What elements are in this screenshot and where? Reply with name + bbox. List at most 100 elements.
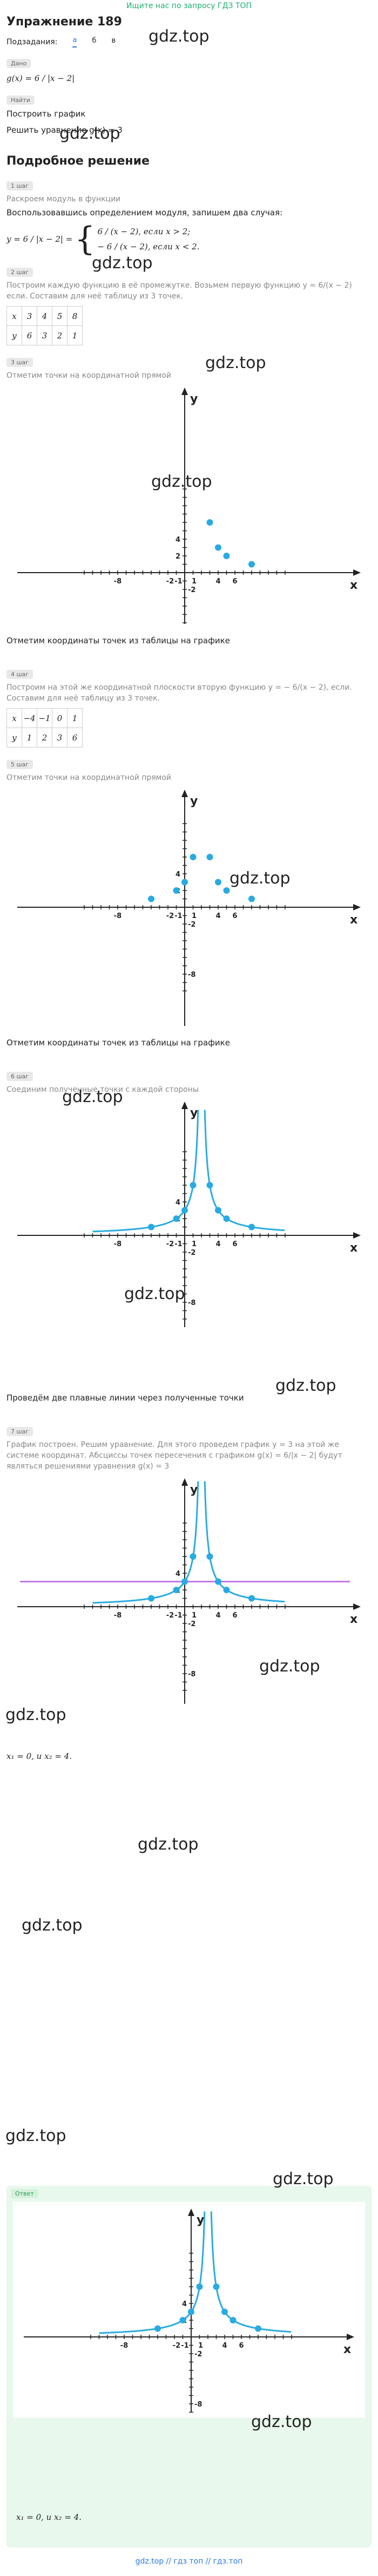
x-tick-label: 6	[232, 912, 237, 920]
table-cell: 2	[52, 325, 68, 345]
step1-case-1: 6 / (x − 2), если x > 2;	[97, 227, 191, 236]
tab-v[interactable]: в	[111, 37, 116, 45]
x-tick-label: 1	[192, 1612, 197, 1620]
watermark: gdz.top	[205, 354, 266, 372]
x-axis-label: x	[350, 579, 357, 592]
x-tick-label: 4	[215, 1240, 220, 1248]
data-point	[206, 854, 213, 860]
x-tick-label: -1	[181, 2342, 188, 2350]
graph2-caption: Отметим координаты точек из таблицы на г…	[6, 1038, 230, 1048]
page-title: Упражнение 189	[6, 15, 122, 29]
x-tick-label: 6	[239, 2342, 244, 2350]
x-tick-label: -1	[174, 1612, 182, 1620]
data-point	[148, 895, 154, 902]
roots-line: x₁ = 0, и x₂ = 4.	[6, 1751, 72, 1761]
top-banner[interactable]: Ищите нас по запросу ГДЗ ТОП	[126, 2, 252, 10]
data-point	[223, 1587, 230, 1593]
find-item-2: Решить уравнение g(x) = 3	[6, 125, 123, 135]
y-axis-label: y	[190, 1483, 198, 1497]
data-point	[181, 1207, 188, 1214]
data-point	[215, 879, 221, 886]
watermark: gdz.top	[62, 1088, 123, 1106]
x-axis-arrow-icon	[353, 904, 361, 910]
data-point	[248, 895, 255, 902]
x-tick-label: -2	[166, 577, 174, 586]
y-tick-label: -2	[188, 1249, 195, 1257]
data-point	[206, 519, 213, 526]
x-tick-label: -1	[174, 1240, 182, 1248]
data-point	[223, 1215, 230, 1222]
y-tick-label: -8	[194, 2401, 202, 2409]
step1-formula-left: y = 6 / |x − 2| =	[6, 234, 73, 244]
x-tick-label: -2	[166, 1240, 174, 1248]
table-row: x −4 −1 0 1	[6, 708, 83, 728]
data-point	[215, 544, 221, 551]
subtasks-bar: Подзадания: а б в	[6, 36, 372, 47]
step2-chip: 2 шаг	[6, 268, 33, 277]
data-point	[190, 854, 197, 860]
tab-a[interactable]: а	[72, 36, 77, 47]
tab-b[interactable]: б	[92, 37, 97, 45]
x-axis-arrow-icon	[347, 2334, 354, 2340]
watermark: gdz.top	[5, 2126, 66, 2145]
table-cell: 5	[52, 306, 68, 326]
data-point	[173, 1215, 180, 1222]
data-point	[154, 2325, 161, 2332]
y-axis-arrow-icon	[181, 388, 188, 395]
watermark: gdz.top	[5, 1705, 66, 1724]
data-point	[188, 2308, 194, 2315]
x-tick-label: -1	[174, 577, 182, 586]
watermark: gdz.top	[251, 2412, 312, 2431]
table-cell: 1	[67, 708, 83, 728]
y-axis-arrow-icon	[181, 1478, 188, 1486]
y-tick-label: 2	[176, 553, 180, 561]
step3-hint: Отметим точки на координатной прямой	[6, 371, 171, 380]
table-cell: 8	[67, 306, 83, 326]
data-point	[215, 1578, 221, 1585]
table-cell: y	[6, 325, 22, 345]
data-point	[206, 1553, 213, 1560]
step6-hint: Соединим полученные точки с каждой сторо…	[6, 1085, 199, 1094]
data-point	[215, 1207, 221, 1214]
table-cell: 2	[37, 728, 52, 747]
step1-hint: Раскроем модуль в функции	[6, 195, 121, 203]
watermark: gdz.top	[124, 1284, 185, 1303]
watermark: gdz.top	[230, 869, 291, 888]
data-point	[221, 2308, 228, 2315]
table-cell: 3	[22, 306, 37, 326]
step7-hint: График построен. Решим уравнение. Для эт…	[6, 1440, 342, 1471]
y-tick-label: 4	[176, 536, 180, 544]
watermark: gdz.top	[259, 1657, 320, 1676]
data-point	[248, 1595, 255, 1602]
watermark: gdz.top	[59, 124, 120, 143]
x-tick-label: 4	[222, 2342, 227, 2350]
x-tick-label: 4	[215, 1612, 220, 1620]
y-axis-label: y	[190, 794, 198, 808]
x-tick-label: -2	[166, 1612, 174, 1620]
step7-chip: 7 шаг	[6, 1427, 33, 1436]
table-cell: 4	[37, 306, 52, 326]
x-tick-label: -8	[114, 1240, 122, 1248]
footer-links[interactable]: gdz.top // гдз топ // гдз.топ	[135, 2557, 243, 2566]
y-tick-label: -8	[188, 1299, 195, 1307]
watermark: gdz.top	[22, 1916, 83, 1935]
table-row: y 1 2 3 6	[6, 728, 83, 747]
y-tick-label: 4	[176, 1570, 180, 1578]
x-tick-label: 1	[192, 1240, 197, 1248]
answer-roots: x₁ = 0, и x₂ = 4.	[16, 2512, 82, 2522]
find-item-1: Построить график	[6, 109, 86, 119]
table-cell: 3	[52, 728, 68, 747]
x-tick-label: 4	[215, 912, 220, 920]
step4-chip: 4 шаг	[6, 670, 33, 679]
table-cell: 1	[22, 728, 37, 747]
x-tick-label: 6	[232, 1612, 237, 1620]
x-tick-label: -2	[173, 2342, 180, 2350]
x-axis-arrow-icon	[353, 1232, 361, 1239]
step5-hint: Отметим точки на координатной прямой	[6, 773, 171, 782]
x-tick-label: -2	[166, 912, 174, 920]
step3-chip: 3 шаг	[6, 358, 33, 367]
graph3-caption: Проведём две плавные линии через получен…	[6, 1393, 244, 1403]
watermark: gdz.top	[275, 1376, 336, 1395]
